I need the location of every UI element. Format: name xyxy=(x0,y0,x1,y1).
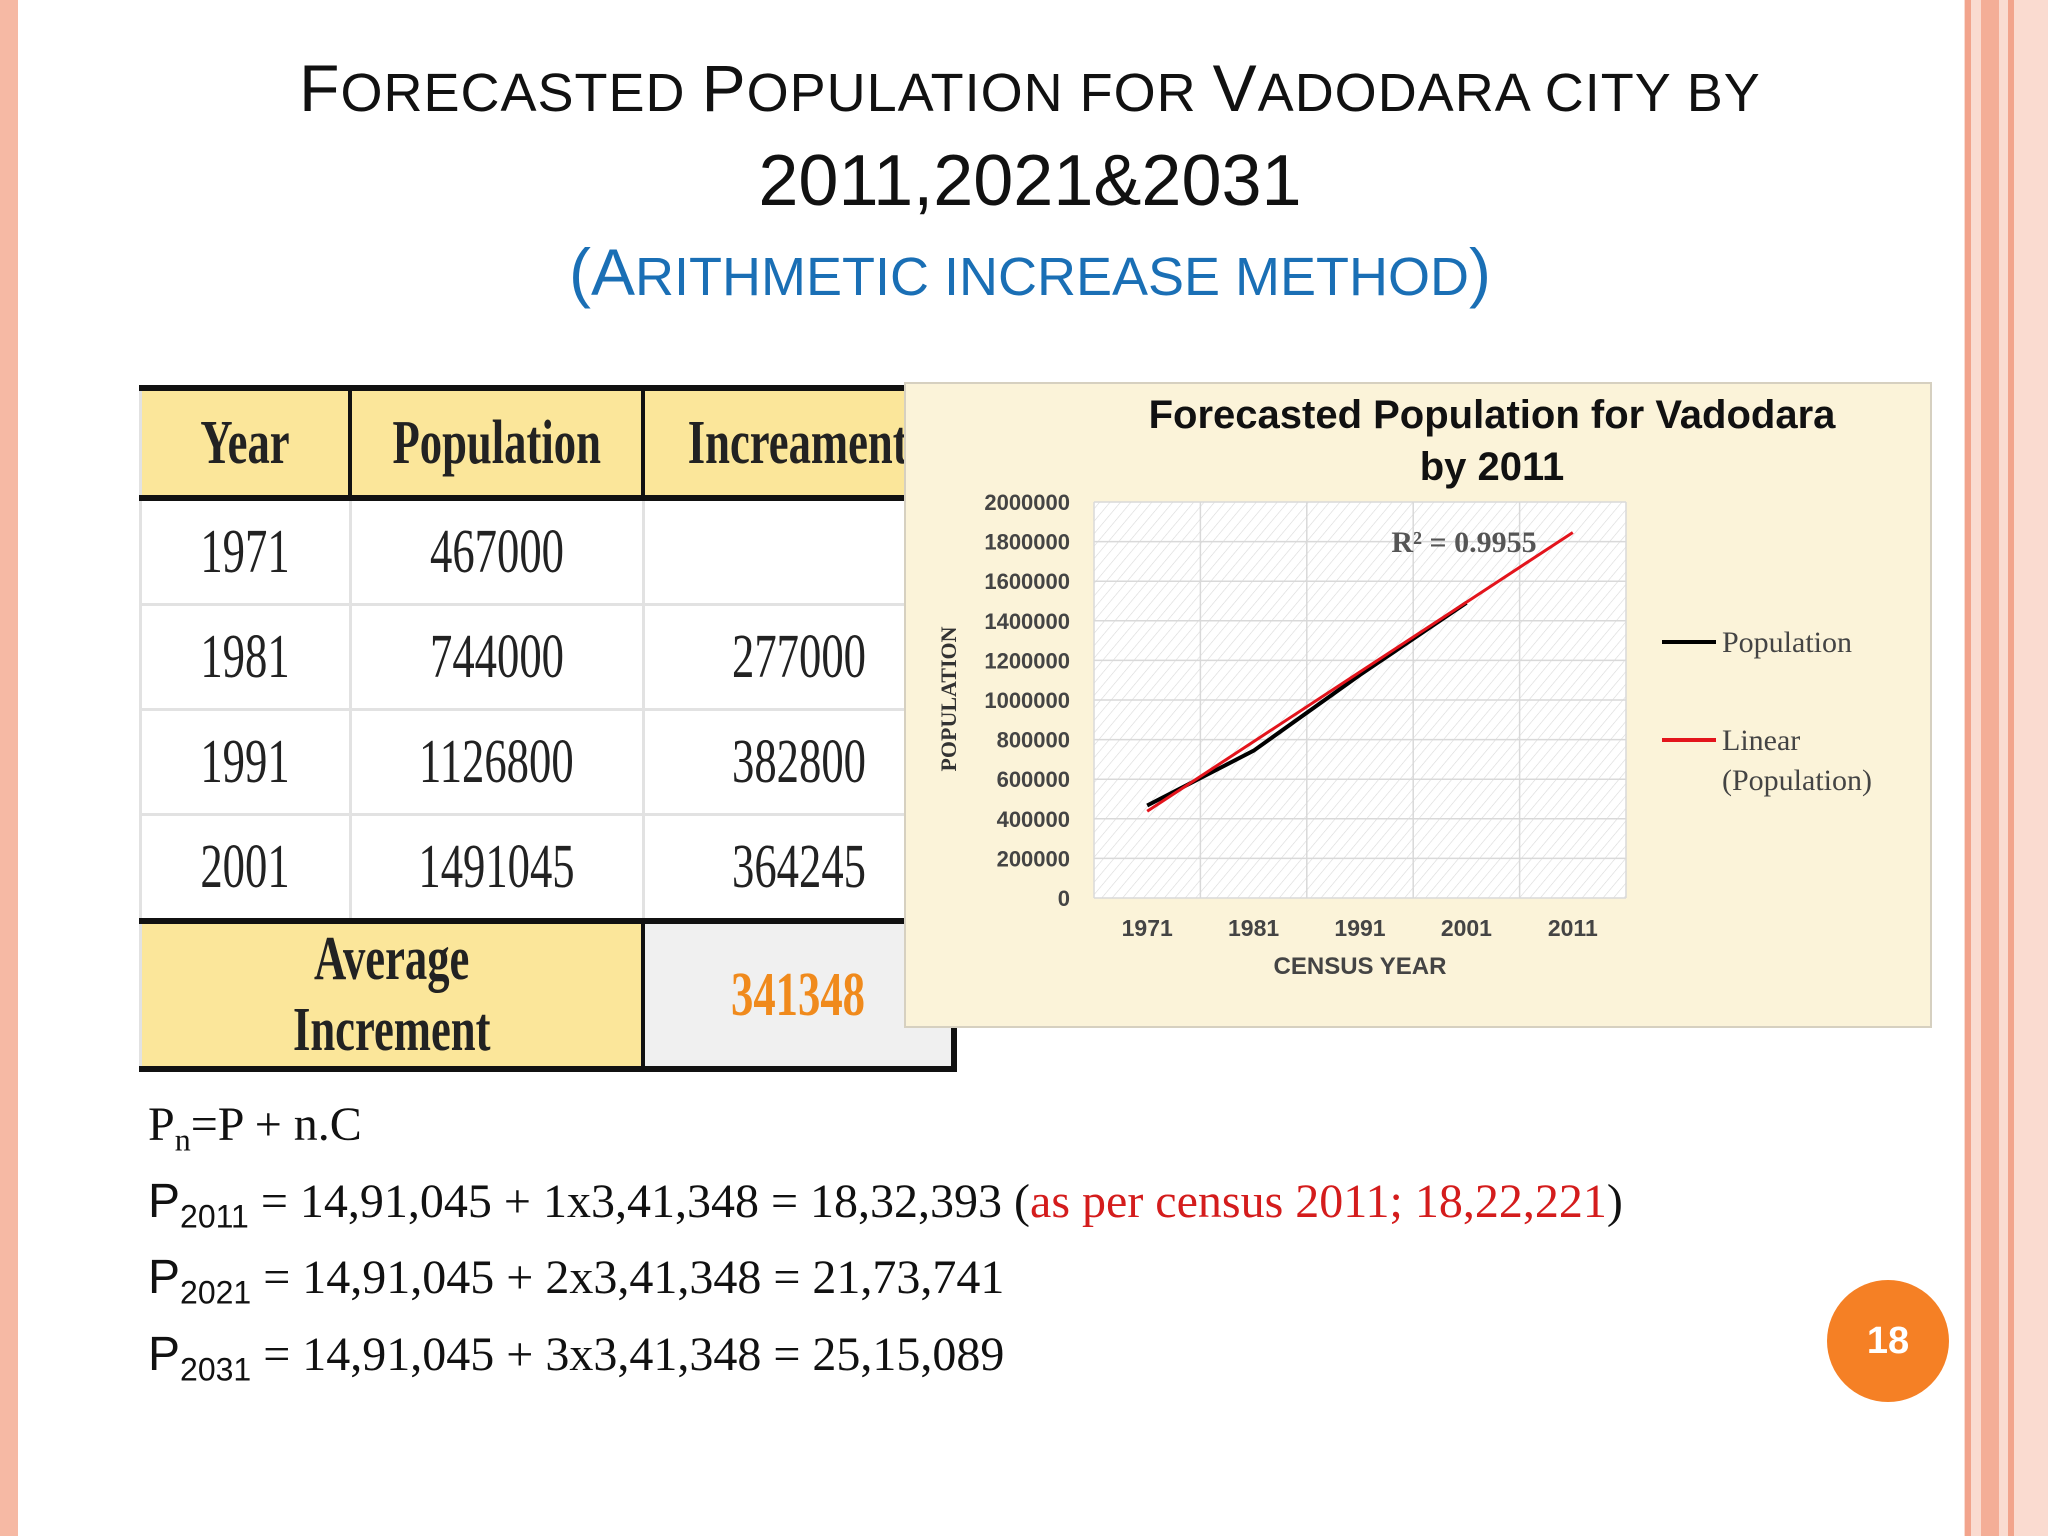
x-tick-label: 1981 xyxy=(1228,915,1279,941)
chart-svg: Forecasted Population for Vadodara by 20… xyxy=(936,393,1872,980)
x-tick-label: 2011 xyxy=(1548,915,1598,941)
left-border-stripe xyxy=(0,0,18,1536)
chart-title: Forecasted Population for Vadodara xyxy=(1149,393,1837,437)
cell-increment xyxy=(641,496,956,606)
cell-population: 1126800 xyxy=(348,708,645,816)
page-number-badge: 18 xyxy=(1827,1280,1949,1402)
table-row: 1981 744000 277000 xyxy=(139,603,956,711)
cell-population: 744000 xyxy=(348,603,645,711)
y-tick-label: 0 xyxy=(1058,886,1070,911)
x-tick-label: 2001 xyxy=(1441,915,1492,941)
legend-label: Population xyxy=(1722,626,1852,659)
y-axis-ticks: 2000000180000016000001400000120000010000… xyxy=(984,490,1070,911)
chart-title: by 2011 xyxy=(1420,445,1565,489)
average-value: 341348 xyxy=(641,918,957,1072)
slide-title-line-1: FORECASTED POPULATION FOR VADODARA CITY … xyxy=(299,51,1761,125)
x-tick-label: 1971 xyxy=(1122,915,1173,941)
right-border-line xyxy=(2008,0,2014,1536)
y-tick-label: 800000 xyxy=(997,728,1070,753)
formula-2031: P2031 = 14,91,045 + 3x3,41,348 = 25,15,0… xyxy=(148,1327,1005,1388)
x-axis-ticks: 1971 1981 1991 2001 2011 xyxy=(1122,915,1598,941)
table-row: 1991 1126800 382800 xyxy=(139,708,956,816)
x-axis-label: CENSUS YEAR xyxy=(1274,953,1447,980)
series-line xyxy=(1146,531,1574,813)
formula-2011: P2011 = 14,91,045 + 1x3,41,348 = 18,32,3… xyxy=(148,1174,1623,1235)
header-population: Population xyxy=(347,385,645,501)
y-tick-label: 600000 xyxy=(997,767,1070,792)
slide-subtitle: (ARITHMETIC INCREASE METHOD) xyxy=(568,235,1491,309)
cell-year: 1991 xyxy=(139,708,352,816)
cell-year: 1971 xyxy=(139,496,352,606)
y-tick-label: 1600000 xyxy=(984,569,1070,594)
y-tick-label: 1200000 xyxy=(984,648,1070,673)
legend-label: Linear xyxy=(1722,724,1800,757)
cell-increment: 277000 xyxy=(641,603,956,711)
cell-population: 467000 xyxy=(348,496,645,606)
population-chart: Forecasted Population for Vadodara by 20… xyxy=(904,382,1932,1028)
header-year: Year xyxy=(139,385,352,501)
table-row: 1971 467000 xyxy=(139,496,956,606)
r-squared-annotation: R² = 0.9955 xyxy=(1391,526,1536,559)
average-label: Average Increment xyxy=(139,918,645,1072)
formula-block: Pn=P + n.C P2011 = 14,91,045 + 1x3,41,34… xyxy=(148,1094,1623,1400)
y-tick-label: 200000 xyxy=(997,846,1070,871)
y-tick-label: 2000000 xyxy=(984,490,1070,515)
formula-2021: P2021 = 14,91,045 + 2x3,41,348 = 21,73,7… xyxy=(148,1251,1005,1311)
y-tick-label: 1800000 xyxy=(984,530,1070,555)
y-tick-label: 400000 xyxy=(997,807,1070,832)
table-row: 2001 1491045 364245 xyxy=(139,813,956,923)
legend-label: (Population) xyxy=(1722,764,1872,797)
y-tick-label: 1400000 xyxy=(984,609,1070,634)
right-border-line xyxy=(1965,0,1971,1536)
slide-title-line-2: 2011,2021&2031 xyxy=(758,141,1302,221)
x-tick-label: 1991 xyxy=(1334,915,1385,941)
population-table: Year Population Increament 1971 467000 1… xyxy=(139,385,957,1072)
census-note: as per census 2011; 18,22,221 xyxy=(1030,1174,1607,1228)
table-header-row: Year Population Increament xyxy=(139,385,957,501)
y-axis-label: POPULATION xyxy=(936,626,961,771)
right-border-line xyxy=(1981,0,1999,1536)
cell-year: 1981 xyxy=(139,603,352,711)
series xyxy=(1146,531,1574,813)
y-tick-label: 1000000 xyxy=(984,688,1070,713)
legend: Population Linear (Population) xyxy=(1662,626,1872,797)
average-row: Average Increment 341348 xyxy=(139,918,957,1072)
cell-population: 1491045 xyxy=(348,813,645,923)
cell-year: 2001 xyxy=(139,813,352,923)
formula-general: Pn=P + n.C xyxy=(148,1098,362,1158)
cell-increment: 382800 xyxy=(641,708,956,816)
cell-increment: 364245 xyxy=(641,813,956,923)
right-border-band xyxy=(1964,0,2048,1536)
